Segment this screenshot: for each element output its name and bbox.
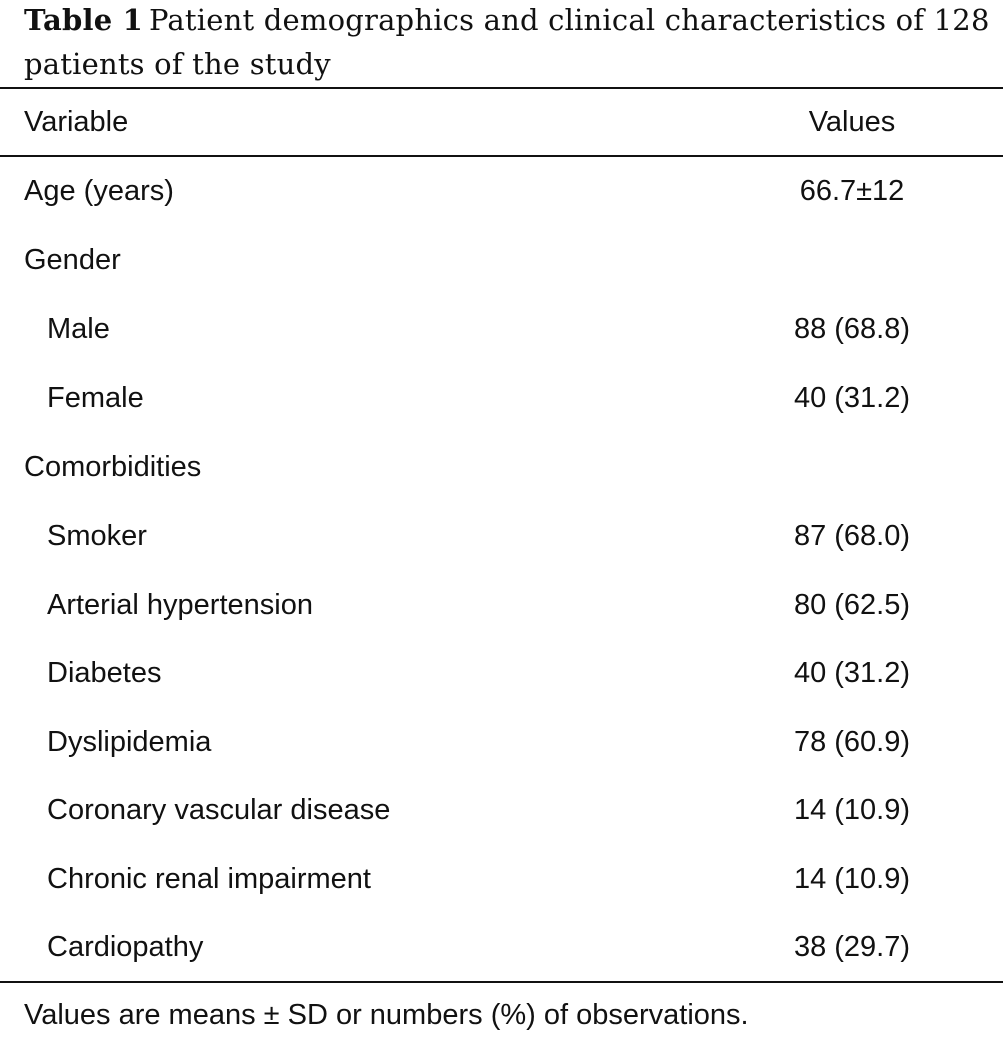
row-variable: Dyslipidemia — [47, 726, 212, 758]
table-row: Arterial hypertension 80 (62.5) — [0, 585, 1003, 625]
table-row: Diabetes 40 (31.2) — [0, 653, 1003, 693]
row-value: 38 (29.7) — [793, 931, 911, 963]
row-variable: Cardiopathy — [47, 931, 204, 963]
table-header-rule — [0, 155, 1003, 157]
row-variable: Arterial hypertension — [47, 589, 313, 621]
row-variable: Chronic renal impairment — [47, 863, 371, 895]
row-variable: Smoker — [47, 520, 147, 552]
table-footnote: Values are means ± SD or numbers (%) of … — [24, 999, 749, 1031]
row-value: 88 (68.8) — [793, 313, 911, 345]
table-row: Age (years) 66.7±12 — [0, 171, 1003, 211]
row-variable: Age (years) — [24, 175, 174, 207]
header-values: Values — [808, 106, 896, 138]
row-variable: Coronary vascular disease — [47, 794, 391, 826]
row-variable: Comorbidities — [24, 451, 202, 483]
table-row: Comorbidities — [0, 447, 1003, 487]
row-value: 78 (60.9) — [793, 726, 911, 758]
table-header-row: Variable Values — [0, 102, 1003, 142]
row-variable: Female — [47, 382, 144, 414]
row-variable: Male — [47, 313, 110, 345]
row-value: 80 (62.5) — [793, 589, 911, 621]
row-variable: Gender — [24, 244, 121, 276]
table-row: Gender — [0, 240, 1003, 280]
row-variable: Diabetes — [47, 657, 162, 689]
row-value: 40 (31.2) — [793, 382, 911, 414]
table-row: Coronary vascular disease 14 (10.9) — [0, 790, 1003, 830]
row-value: 40 (31.2) — [793, 657, 911, 689]
table-row: Dyslipidemia 78 (60.9) — [0, 722, 1003, 762]
table-row: Smoker 87 (68.0) — [0, 516, 1003, 556]
table-caption-label: Table 1 — [24, 3, 144, 37]
row-value: 87 (68.0) — [793, 520, 911, 552]
table-row: Cardiopathy 38 (29.7) — [0, 927, 1003, 967]
table-row: Male 88 (68.8) — [0, 309, 1003, 349]
table-caption-text: Patient demographics and clinical charac… — [24, 3, 990, 81]
table-bottom-rule — [0, 981, 1003, 983]
table-top-rule — [0, 87, 1003, 89]
header-variable: Variable — [24, 106, 129, 138]
row-value: 14 (10.9) — [793, 863, 911, 895]
row-value: 14 (10.9) — [793, 794, 911, 826]
table-row: Chronic renal impairment 14 (10.9) — [0, 859, 1003, 899]
table-caption: Table 1 Patient demographics and clinical… — [24, 0, 994, 86]
row-value: 66.7±12 — [799, 175, 905, 207]
table-row: Female 40 (31.2) — [0, 378, 1003, 418]
